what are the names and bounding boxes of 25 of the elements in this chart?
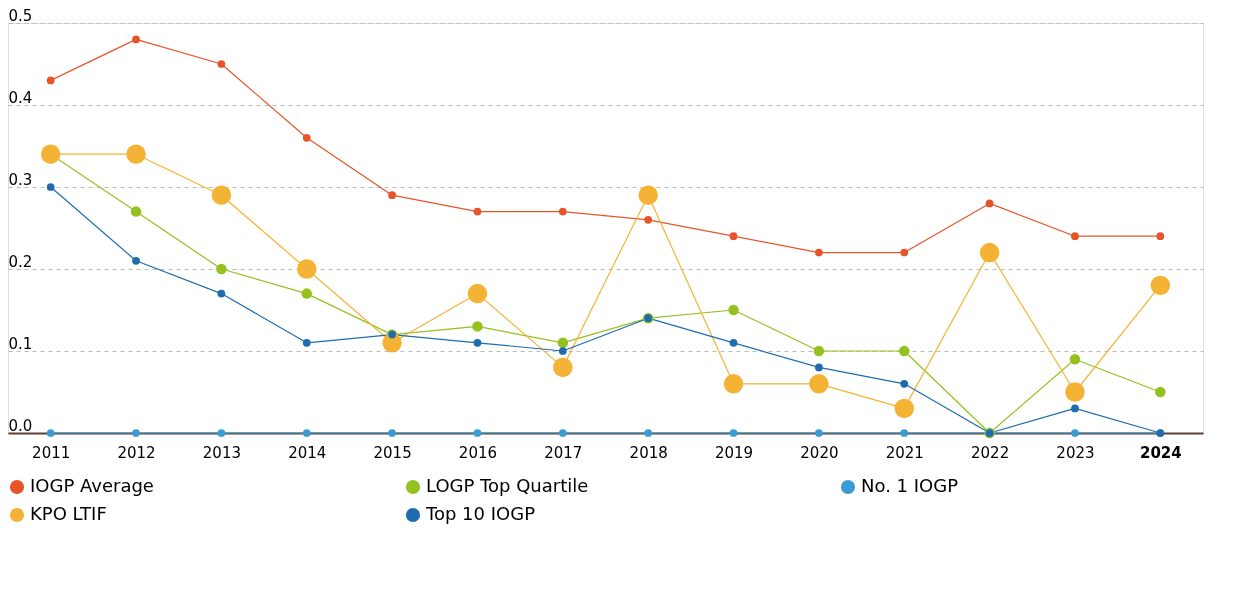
x-tick-label: 2014 (288, 443, 327, 462)
y-tick-label: 0.5 (8, 6, 33, 25)
x-tick-label: 2018 (629, 443, 668, 462)
x-tick-label: 2013 (202, 443, 241, 462)
legend-label: IOGP Average (30, 475, 154, 496)
x-tick-label: 2020 (800, 443, 839, 462)
legend-label: KPO LTIF (30, 503, 107, 524)
x-tick-label: 2011 (32, 443, 71, 462)
legend-label: No. 1 IOGP (861, 475, 959, 496)
legend-label: LOGP Top Quartile (426, 475, 589, 496)
y-tick-label: 0.3 (8, 170, 33, 189)
legend-label: Top 10 IOGP (425, 503, 536, 524)
x-tick-label: 2017 (544, 443, 583, 462)
x-tick-label: 2012 (117, 443, 156, 462)
x-tick-label: 2015 (373, 443, 412, 462)
y-tick-label: 0.0 (8, 416, 33, 435)
y-tick-label: 0.4 (8, 88, 33, 107)
x-tick-label: 2016 (458, 443, 498, 462)
x-tick-label: 2019 (714, 443, 754, 462)
x-tick-label: 2024 (1139, 443, 1182, 462)
y-tick-label: 0.1 (8, 334, 33, 353)
x-tick-label: 2023 (1056, 443, 1095, 462)
x-tick-label: 2021 (885, 443, 924, 462)
x-tick-label: 2022 (971, 443, 1010, 462)
y-tick-label: 0.2 (8, 252, 33, 271)
